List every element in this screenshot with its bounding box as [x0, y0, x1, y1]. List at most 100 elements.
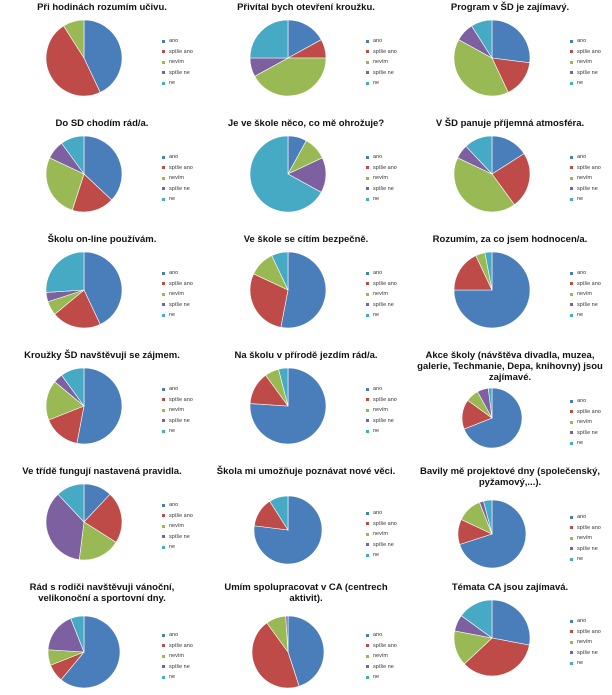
legend-swatch	[366, 633, 369, 637]
legend-item: ano	[162, 268, 193, 279]
legend-item: spíše ne	[162, 68, 193, 79]
chart-title: V ŠD panuje příjemná atmosféra.	[435, 118, 585, 129]
pie-slice-1	[459, 499, 527, 569]
legend-label: ne	[169, 674, 176, 681]
chart-title: Škola mi umožňuje poznávat nové věci.	[216, 466, 396, 477]
legend: ano spíše ano nevím spíše ne ne	[570, 36, 601, 89]
legend-swatch	[366, 176, 369, 180]
pie-slice-1	[463, 387, 523, 449]
pie-slice-2	[71, 173, 113, 213]
legend-item: spíše ano	[570, 523, 601, 534]
pie	[45, 19, 123, 97]
legend-swatch	[366, 387, 369, 391]
legend-swatch	[366, 155, 369, 159]
legend-label: ano	[169, 502, 179, 509]
legend-label: spíše ano	[169, 48, 193, 55]
legend-item: spíše ano	[570, 407, 601, 418]
legend-label: spíše ano	[577, 524, 601, 531]
pie-slice-3	[453, 39, 509, 97]
legend-label: ne	[577, 196, 584, 203]
legend-swatch	[162, 387, 165, 391]
legend-item: ano	[570, 268, 601, 279]
legend-label: nevím	[373, 291, 388, 298]
legend-label: ne	[169, 428, 176, 435]
legend-swatch	[162, 187, 165, 191]
pie-chart-11: Na školu v přírodě jezdím rád/a. ano spíše…	[204, 348, 408, 463]
pie	[45, 367, 123, 445]
legend-label: spíše ano	[577, 164, 601, 171]
pie-chart-9: Rozumím, za co jsem hodnocen/a. ano spíše …	[408, 232, 612, 347]
legend-item: spíše ano	[366, 279, 397, 290]
legend-label: spíše ano	[373, 48, 397, 55]
legend-label: nevím	[577, 59, 592, 66]
legend-swatch	[162, 81, 165, 85]
legend-item: nevím	[366, 651, 397, 662]
legend-item: nevím	[162, 289, 193, 300]
pie-slice-4	[47, 618, 85, 653]
legend-label: spíše ano	[577, 628, 601, 635]
legend-swatch	[162, 155, 165, 159]
legend-item: spíše ano	[570, 279, 601, 290]
pie-chart-8: Ve škole se cítím bezpečně. ano spíše ano n…	[204, 232, 408, 347]
legend: ano spíše ano nevím spíše ne ne	[366, 152, 397, 205]
pie-slice-1	[60, 615, 121, 689]
pie-chart-16: Rád s rodiči navštěvuji vánoční, velikon…	[0, 580, 204, 695]
legend-item: spíše ne	[570, 544, 601, 555]
legend: ano spíše ano nevím spíše ne ne	[162, 630, 193, 683]
pie-chart-1: Při hodinách rozumím učivu. ano spíše ano n…	[0, 0, 204, 115]
legend-item: spíše ano	[162, 511, 193, 522]
legend-swatch	[570, 410, 573, 414]
pie-slice-4	[285, 615, 289, 653]
legend-item: spíše ne	[162, 184, 193, 195]
legend-label: spíše ne	[169, 417, 190, 424]
legend-swatch	[162, 545, 165, 549]
legend-label: spíše ano	[373, 396, 397, 403]
legend-label: nevím	[577, 419, 592, 426]
legend-label: nevím	[373, 59, 388, 66]
legend-item: ne	[162, 672, 193, 683]
legend-swatch	[366, 166, 369, 170]
legend-label: ano	[169, 38, 179, 45]
legend: ano spíše ano nevím spíše ne ne	[366, 508, 397, 561]
legend-swatch	[366, 271, 369, 275]
pie-slice-5	[70, 615, 85, 653]
pie	[47, 615, 121, 689]
legend-label: ne	[577, 80, 584, 87]
legend-item: ano	[366, 152, 397, 163]
legend-item: spíše ne	[570, 428, 601, 439]
legend-item: ne	[570, 554, 601, 565]
legend-item: nevím	[570, 533, 601, 544]
pie-slice-5	[249, 19, 289, 59]
pie-slice-2	[491, 153, 531, 206]
pie-slice-5	[57, 483, 85, 523]
chart-title: Témata CA jsou zajímavá.	[451, 582, 569, 593]
legend-swatch	[366, 60, 369, 64]
legend-item: nevím	[162, 173, 193, 184]
legend-item: spíše ne	[570, 648, 601, 659]
chart-title: Na školu v přírodě jezdím rád/a.	[234, 350, 378, 361]
legend-label: ne	[373, 552, 380, 559]
pie-chart-2: Přivítal bych otevření kroužku. ano spíše …	[204, 0, 408, 115]
legend-item: nevím	[570, 417, 601, 428]
legend-label: spíše ano	[577, 48, 601, 55]
chart-title: Umím spolupracovat v CA (centrech aktivi…	[224, 582, 388, 604]
legend-label: ano	[169, 154, 179, 161]
legend-label: ne	[169, 312, 176, 319]
legend-item: ne	[162, 542, 193, 553]
legend-swatch	[366, 39, 369, 43]
legend: ano spíše ano nevím spíše ne ne	[162, 36, 193, 89]
legend-label: spíše ano	[169, 164, 193, 171]
legend-item: ne	[162, 426, 193, 437]
pie-chart-18: Témata CA jsou zajímavá. ano spíše ano neví…	[408, 580, 612, 695]
legend-swatch	[366, 543, 369, 547]
legend-item: ano	[570, 152, 601, 163]
legend-item: ano	[366, 36, 397, 47]
legend-label: nevím	[169, 59, 184, 66]
legend-item: ano	[162, 630, 193, 641]
legend-label: ano	[577, 618, 587, 625]
pie-slice-2	[54, 289, 101, 329]
pie-slice-5	[487, 387, 493, 419]
legend-label: nevím	[577, 291, 592, 298]
legend-swatch	[570, 176, 573, 180]
